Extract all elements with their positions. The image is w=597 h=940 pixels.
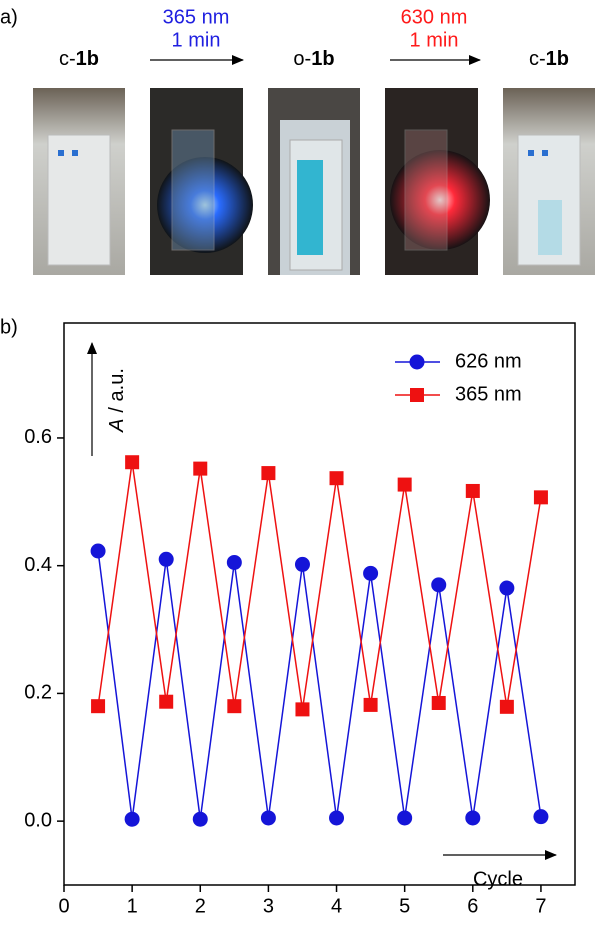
state-bold: 1b [76, 48, 99, 70]
point [397, 810, 413, 826]
panel-label: b) [0, 316, 18, 338]
point [499, 699, 514, 714]
photo [33, 88, 125, 275]
series-line [97, 462, 542, 710]
state-bold: 1b [311, 48, 334, 70]
y-axis-label: A / a.u. [106, 368, 128, 433]
time: 1 min [410, 29, 459, 51]
point [227, 699, 242, 714]
point [363, 697, 378, 712]
photo [150, 88, 253, 275]
point [192, 811, 208, 827]
point [124, 811, 140, 827]
state-prefix: c- [529, 48, 546, 70]
point [261, 466, 276, 481]
point [193, 461, 208, 476]
y-axis-unit: / a.u. [106, 368, 128, 412]
x-tick-label: 0 [58, 895, 69, 917]
x-tick-label: 2 [195, 895, 206, 917]
x-tick-label: 7 [535, 895, 546, 917]
wavelength: 630 nm [401, 6, 468, 28]
point [158, 551, 174, 567]
point [226, 554, 242, 570]
panel-label: a) [0, 6, 18, 28]
point [499, 580, 515, 596]
x-axis-label: Cycle [473, 868, 523, 890]
wavelength: 365 nm [163, 6, 230, 28]
photo [268, 88, 360, 275]
time: 1 min [172, 29, 221, 51]
point [329, 810, 345, 826]
legend-label: 365 nm [455, 383, 522, 405]
point [431, 695, 446, 710]
point [397, 477, 412, 492]
legend-label: 626 nm [455, 350, 522, 372]
point [260, 810, 276, 826]
plot-frame [63, 322, 576, 886]
point [363, 565, 379, 581]
state-bold: 1b [546, 48, 569, 70]
y-tick-label: 0.4 [24, 554, 52, 576]
x-tick-label: 5 [399, 895, 410, 917]
point [533, 809, 549, 825]
point [90, 543, 106, 559]
point [533, 490, 548, 505]
state-prefix: o- [293, 48, 311, 70]
state-label: o-1b [293, 48, 334, 70]
photo [385, 88, 490, 275]
photo [503, 88, 595, 275]
y-tick-label: 0.2 [24, 682, 52, 704]
point [431, 577, 447, 593]
point [465, 810, 481, 826]
point [91, 699, 106, 714]
y-tick-label: 0.0 [24, 809, 52, 831]
point [125, 455, 140, 470]
point [295, 702, 310, 717]
legend-marker [410, 388, 424, 402]
legend-marker [409, 354, 425, 370]
y-axis-symbol: A [106, 419, 128, 433]
y-tick-label: 0.6 [24, 426, 52, 448]
x-tick-label: 3 [263, 895, 274, 917]
point [159, 694, 174, 709]
point [465, 483, 480, 498]
state-label: c-1b [529, 48, 569, 70]
point [329, 471, 344, 486]
state-label: c-1b [59, 48, 99, 70]
state-prefix: c- [59, 48, 76, 70]
series-line [97, 550, 542, 820]
point [294, 556, 310, 572]
x-tick-label: 1 [127, 895, 138, 917]
x-tick-label: 4 [331, 895, 342, 917]
x-tick-label: 6 [467, 895, 478, 917]
